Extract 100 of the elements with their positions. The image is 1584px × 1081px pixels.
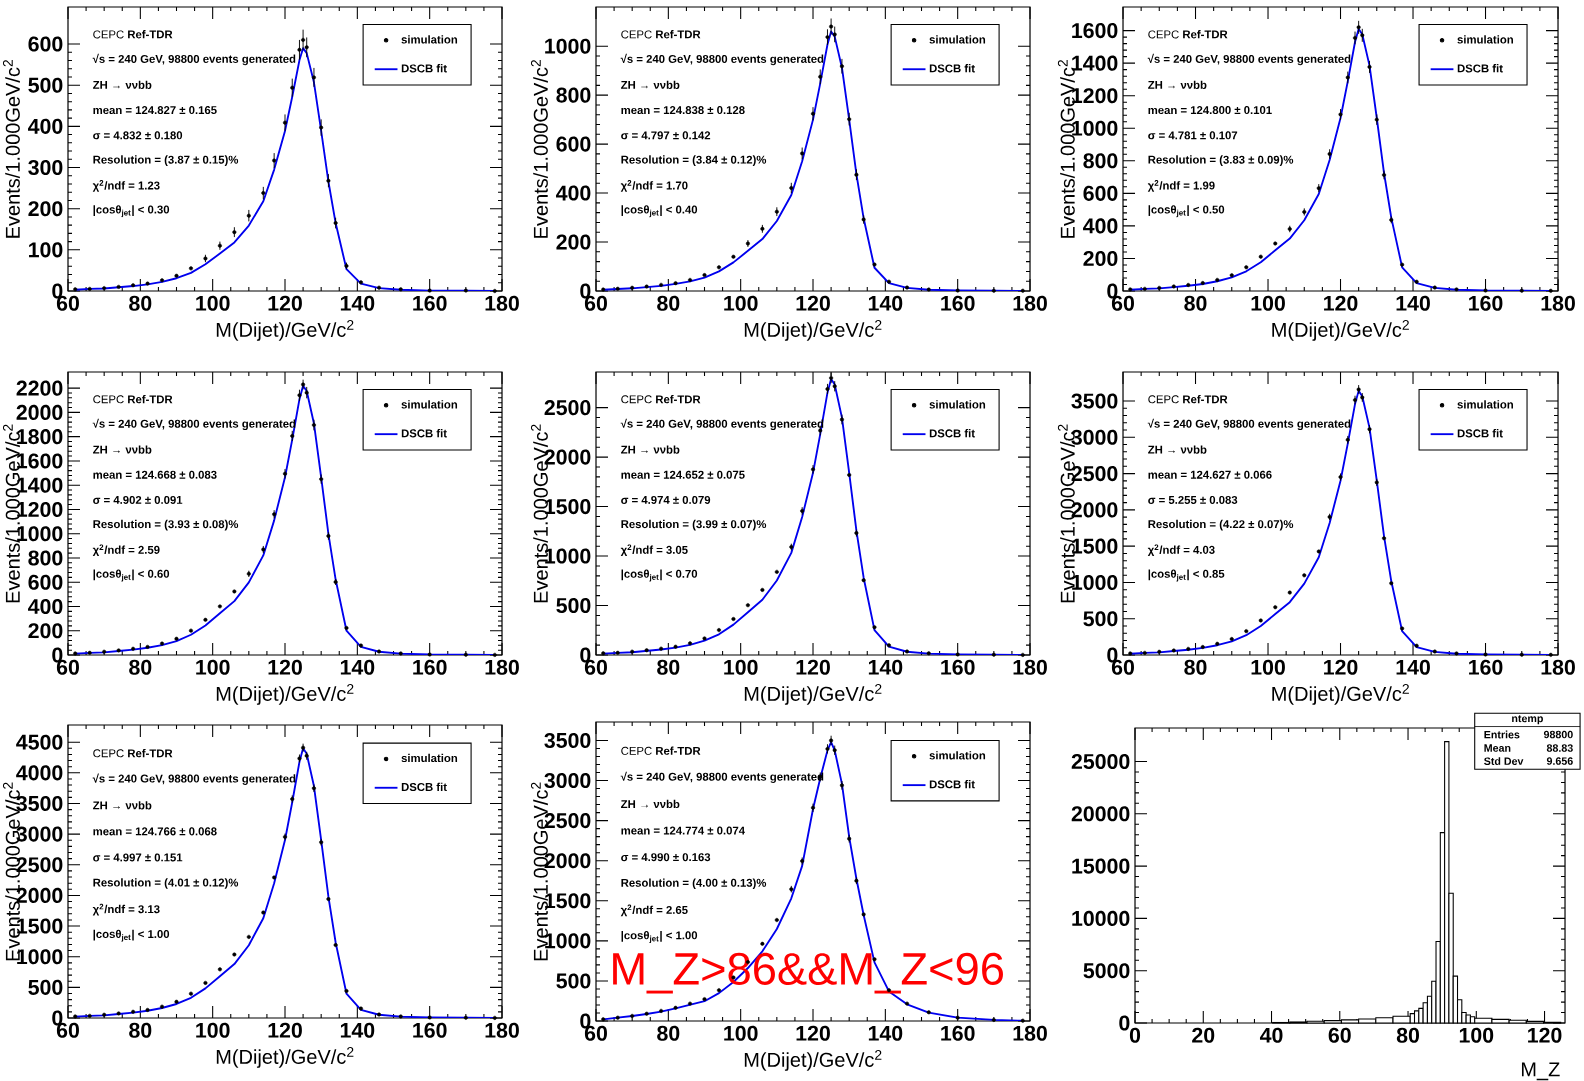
point [716,265,721,270]
point [1215,277,1220,282]
annotation: CEPC Ref-TDR [621,395,701,404]
y-tick-label: 600 [28,574,63,590]
annotation: σ = 5.255 ± 0.083 [1148,495,1238,504]
x-tick-label: 140 [868,1025,903,1041]
x-tick-label: 100 [724,1025,758,1041]
annotation: |cosθ$_{jet}$| < 1.00 [621,931,698,943]
point [811,111,816,116]
y-tick-label: 2200 [16,380,63,396]
point [688,277,693,282]
annotation: ZH → ννbb [93,445,152,454]
point [1302,573,1307,578]
annotation: ZH → ννbb [93,801,152,810]
annotation: Resolution = (4.00 ± 0.13)% [621,878,767,890]
annotation: σ = 4.990 ± 0.163 [621,853,711,862]
point [644,284,649,289]
point [174,636,179,641]
annotation: χ$^{2}$/ndf = 1.23 [92,180,160,192]
point [1273,605,1278,610]
x-tick-label: 180 [485,295,519,311]
point [427,1015,432,1020]
point [905,1001,910,1006]
point [991,1017,996,1022]
legend-label: DSCB fit [929,780,975,789]
point [1273,241,1278,246]
legend-label: DSCB fit [929,429,975,438]
point [1157,285,1162,290]
annotation: CEPC Ref-TDR [1148,30,1228,39]
x-axis-title: M(Dijet)/GeV/c$^{2}$ [216,1047,354,1068]
point [854,172,859,177]
point [87,1013,92,1018]
point [344,988,349,993]
annotation: mean = 124.800 ± 0.101 [1148,106,1272,115]
point [1400,626,1405,631]
point [601,287,606,292]
x-tick-label: 100 [196,1022,230,1038]
point [160,1004,165,1009]
annotation: ZH → ννbb [93,80,152,89]
x-tick-label: 20 [1192,1027,1215,1043]
point [116,1011,121,1016]
point [1454,287,1459,292]
point [644,1011,649,1016]
y-tick-label: 500 [28,979,63,995]
y-tick-label: 500 [28,77,63,93]
point [1128,287,1133,292]
point [1287,590,1292,595]
point [839,64,844,69]
point [926,1010,931,1015]
point [1356,25,1361,30]
y-tick-label: 200 [556,234,591,250]
point [673,644,678,649]
x-tick-label: 100 [1459,1027,1494,1043]
x-axis-title: M(Dijet)/GeV/c$^{2}$ [744,1050,882,1071]
x-tick-label: 180 [1541,659,1575,675]
point [326,178,331,183]
point [131,283,136,288]
x-tick-label: 180 [1013,659,1047,675]
point [1374,117,1379,122]
point [102,286,107,291]
point [145,281,150,286]
point [872,262,877,267]
annotation: Resolution = (3.99 ± 0.07)% [621,519,767,531]
point [630,1013,635,1018]
point [1414,279,1419,284]
x-tick-label: 40 [1259,1027,1283,1043]
x-tick-label: 80 [657,295,680,311]
annotation: χ$^{2}$/ndf = 2.65 [620,904,688,917]
legend-label: simulation [929,400,986,409]
point [1229,273,1234,278]
y-tick-label: 400 [1083,218,1118,234]
x-tick-label: 120 [1528,1027,1562,1043]
annotation: CEPC Ref-TDR [621,746,701,755]
annotation: Resolution = (4.01 ± 0.12)% [93,878,239,889]
x-tick-label: 140 [340,1022,375,1038]
annotation: |cosθ$_{jet}$| < 0.85 [1148,569,1225,582]
point [463,652,468,657]
point [131,1009,136,1014]
x-tick-label: 80 [1184,295,1207,311]
point [615,650,620,655]
point [1353,35,1358,40]
point [886,643,891,648]
legend-label: DSCB fit [401,429,447,438]
point [1548,652,1553,657]
point [644,648,649,653]
point [1414,643,1419,648]
point [297,47,302,52]
x-tick-label: 100 [1251,659,1285,675]
point [1244,629,1249,634]
point [283,120,288,125]
annotation: mean = 124.668 ± 0.083 [93,470,217,479]
point [1483,288,1488,293]
legend-label: DSCB fit [401,782,447,791]
point [1389,581,1394,586]
point [160,278,165,283]
point [427,652,432,657]
point [297,393,302,398]
y-tick-label: 5000 [1083,963,1130,979]
annotation: χ$^{2}$/ndf = 4.03 [1147,544,1215,557]
y-tick-label: 10000 [1072,910,1130,926]
